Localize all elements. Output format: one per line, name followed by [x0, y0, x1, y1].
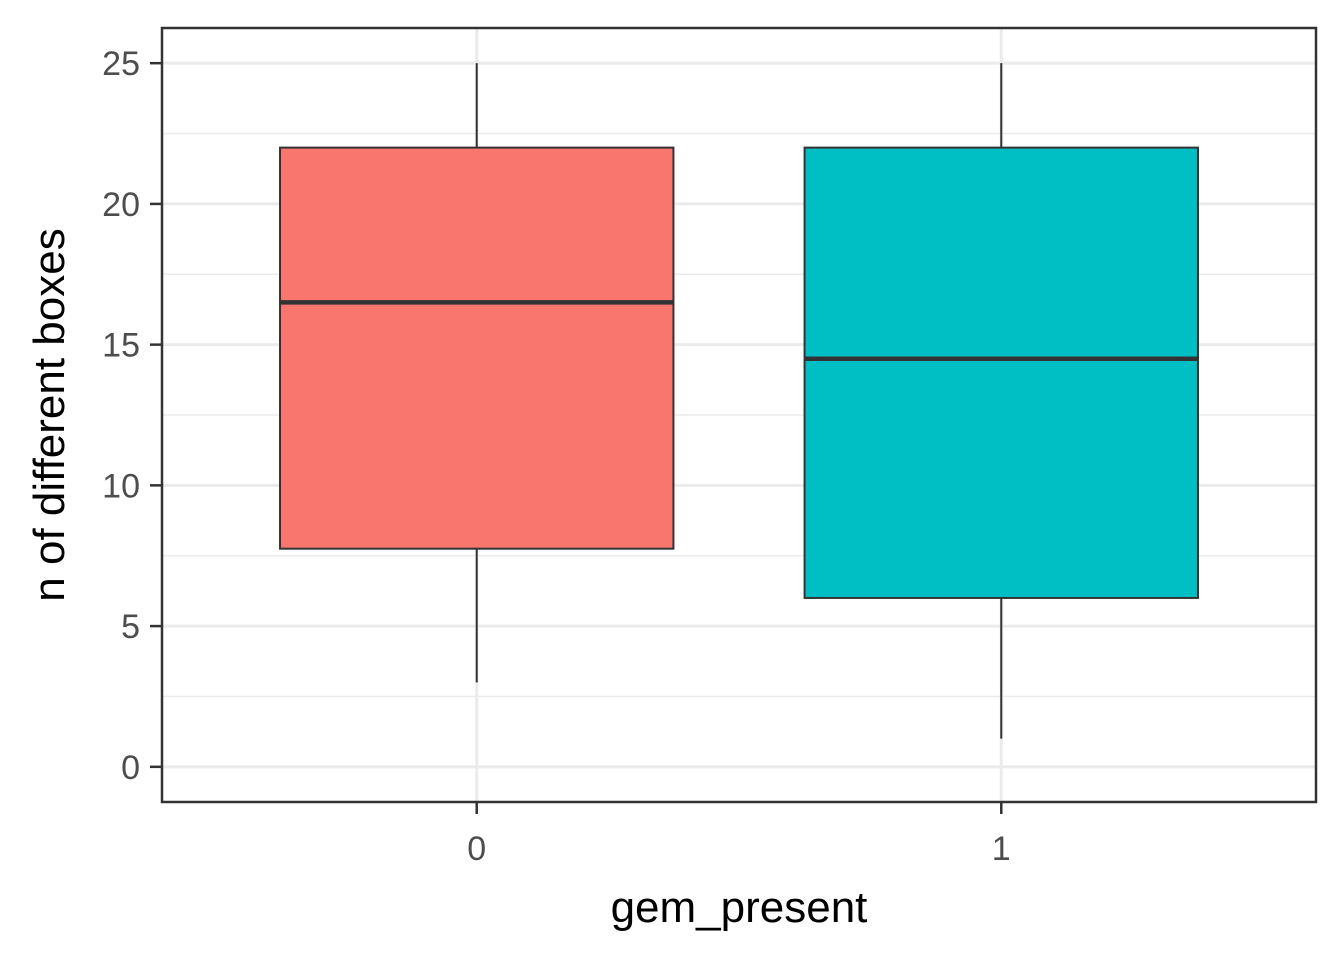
y-tick-label: 15 [102, 327, 140, 365]
box-0 [279, 146, 675, 550]
x-tick-label: 0 [467, 830, 486, 868]
axis-layer: 0 5 10 15 20 25 0 1 [102, 45, 1011, 868]
x-tick-label: 1 [992, 830, 1011, 868]
box-1 [803, 146, 1199, 599]
y-axis-title: n of different boxes [25, 228, 74, 601]
y-tick-label: 20 [102, 186, 140, 224]
y-tick-label: 25 [102, 45, 140, 83]
box-layer [279, 63, 1199, 739]
plot-panel [160, 26, 1318, 804]
x-axis-title: gem_present [611, 883, 868, 932]
y-tick-label: 5 [121, 608, 140, 646]
y-tick-label: 0 [121, 749, 140, 787]
y-tick-label: 10 [102, 467, 140, 505]
